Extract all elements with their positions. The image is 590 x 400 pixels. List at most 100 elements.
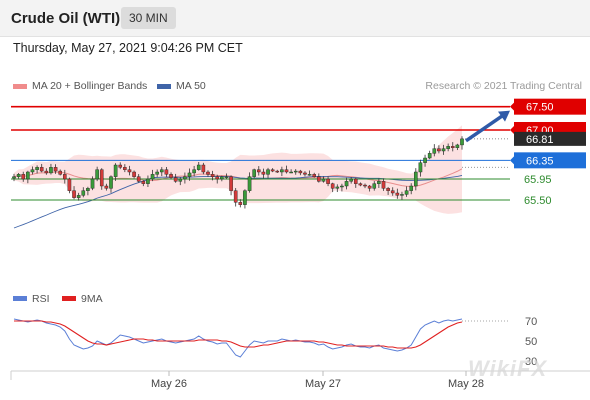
level-label-65.50: 65.50	[524, 195, 552, 207]
level-tag-67.50	[514, 98, 586, 115]
candle-body	[446, 146, 450, 149]
candle-body	[201, 164, 206, 173]
candle-body	[275, 170, 280, 173]
candle-body	[243, 190, 247, 205]
candle-body	[132, 171, 136, 177]
candle-body	[67, 178, 72, 191]
candle-body	[136, 176, 141, 182]
forecast-arrow-head	[498, 110, 510, 122]
candle-body	[363, 184, 367, 187]
candle-body	[123, 167, 127, 170]
candle-body	[104, 185, 109, 189]
rsi-legend-label: RSI	[32, 293, 50, 305]
candle-body	[220, 176, 224, 180]
candle-body	[39, 167, 44, 172]
instrument-title: Crude Oil (WTI)	[11, 10, 121, 27]
candle-body	[321, 178, 326, 182]
rsi-level-label-50: 50	[525, 336, 537, 348]
last-price-label: 66.81	[526, 134, 554, 146]
candle-body	[44, 170, 49, 174]
candle-body	[330, 183, 335, 189]
candle-body	[344, 181, 349, 187]
chart-header: Crude Oil (WTI) 30 MIN	[0, 0, 590, 37]
candle-body	[196, 164, 201, 170]
candle-body	[215, 176, 220, 180]
x-tick-label: May 28	[448, 378, 484, 390]
candle-body	[76, 195, 81, 198]
timeframe-badge[interactable]: 30 MIN	[121, 7, 176, 29]
candle-body	[400, 194, 404, 196]
x-tick-label: May 26	[151, 378, 187, 390]
candle-body	[312, 174, 317, 177]
candle-body	[173, 177, 178, 182]
candle-body	[284, 169, 289, 173]
forecast-arrow-shaft	[465, 113, 505, 143]
candle-body	[127, 169, 132, 173]
candle-body	[49, 167, 53, 174]
candle-body	[418, 162, 423, 173]
level-label-65.95: 65.95	[524, 174, 552, 186]
candle-body	[164, 169, 169, 175]
candle-body	[210, 174, 215, 177]
level-label-66.35: 66.35	[526, 155, 554, 167]
candle-body	[113, 164, 118, 177]
candle-body	[252, 169, 256, 177]
rsi-ma-legend-swatch	[62, 296, 76, 301]
candle-body	[26, 171, 30, 180]
candle-body	[206, 171, 210, 175]
candle-body	[395, 192, 400, 196]
candle-body	[146, 178, 150, 184]
candle-body	[317, 176, 321, 182]
legend-label-ma50: MA 50	[176, 80, 206, 92]
candle-body	[159, 169, 164, 173]
candle-body	[441, 148, 446, 152]
candle-body	[12, 176, 16, 179]
candle-body	[99, 169, 104, 187]
candle-body	[95, 169, 99, 180]
rsi-ma-line	[14, 320, 463, 349]
last-price-tag	[514, 131, 586, 146]
candle-body	[178, 178, 183, 182]
candle-body	[266, 169, 270, 175]
x-tick-label: May 27	[305, 378, 341, 390]
candle-body	[293, 170, 298, 173]
rsi-level-label-70: 70	[525, 316, 537, 328]
candle-body	[109, 176, 113, 189]
candle-body	[381, 181, 386, 189]
candle-body	[353, 178, 358, 184]
candle-body	[183, 176, 187, 180]
candle-body	[349, 178, 353, 182]
candle-body	[432, 148, 437, 154]
candle-body	[81, 190, 86, 196]
candle-body	[427, 153, 432, 159]
rsi-line	[13, 318, 463, 358]
rsi-legend: RSI 9MA	[13, 293, 103, 305]
candle-body	[298, 170, 303, 174]
legend-item-ma50: MA 50	[157, 80, 206, 92]
candle-body	[90, 178, 95, 189]
rsi-ma-legend-label: 9MA	[81, 293, 103, 305]
level-tag-arrow-67.50	[510, 101, 515, 112]
candle-body	[21, 174, 26, 180]
candle-body	[340, 185, 344, 188]
candle-body	[303, 172, 307, 175]
brand-watermark: WikiFX	[468, 356, 548, 381]
candle-body	[53, 167, 58, 172]
candle-body	[150, 174, 155, 180]
candle-body	[16, 174, 21, 177]
level-label-67.50: 67.50	[526, 102, 554, 114]
candle-body	[326, 178, 330, 184]
level-tag-arrow-67.00	[510, 125, 515, 135]
candle-body	[270, 169, 275, 172]
candle-body	[390, 190, 395, 194]
candle-body	[423, 157, 427, 163]
candle-body	[238, 202, 243, 205]
candle-body	[72, 190, 76, 198]
candle-body	[229, 176, 233, 191]
candle-body	[377, 181, 381, 184]
legend-swatch-ma20	[13, 83, 27, 89]
legend-swatch-ma50	[157, 83, 171, 89]
candle-body	[307, 174, 312, 176]
rsi-legend-swatch	[13, 296, 27, 301]
